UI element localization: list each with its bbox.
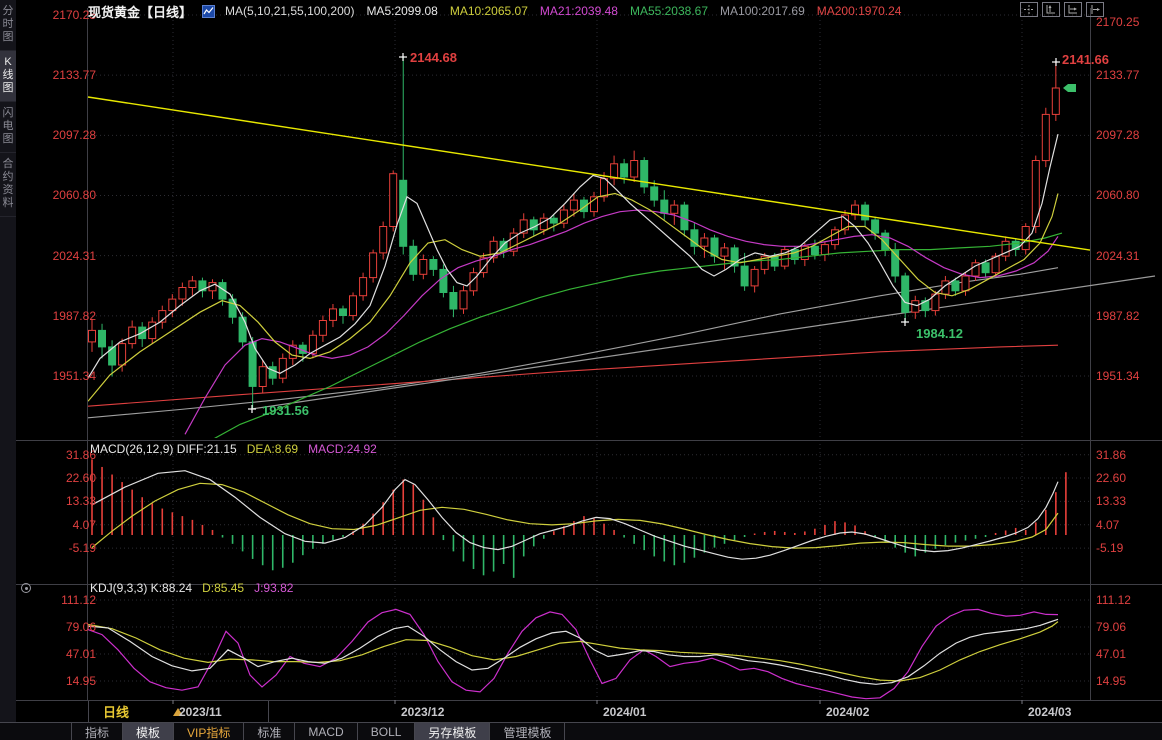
- price-axis-label-left: 2133.77: [52, 68, 96, 83]
- month-label: 2024/03: [1028, 705, 1072, 719]
- price-markers: [248, 53, 1076, 413]
- month-label: 2023/12: [401, 705, 445, 719]
- slow-ma-lines: [88, 267, 1059, 419]
- sidebar-item-合约资料[interactable]: 合约资料: [0, 153, 16, 217]
- gridlines: [88, 8, 1090, 700]
- current-price-marker: [1063, 83, 1076, 92]
- extreme-price-annotation: 2144.68: [410, 50, 457, 65]
- tab-指标[interactable]: 指标: [72, 723, 124, 740]
- macd-header-segment: DEA:8.69: [246, 442, 299, 456]
- period-selector[interactable]: 日线: [88, 701, 269, 722]
- extreme-price-annotation: 2141.66: [1062, 52, 1109, 67]
- kdj-header-segment: J:93.82: [254, 581, 294, 595]
- kdj-indicator-header[interactable]: KDJ(9,3,3) K:88.24 D:85.45 J:93.82: [90, 581, 303, 595]
- macd-axis-label-left: 4.07: [72, 517, 96, 532]
- ma-legend-item: MA200:1970.24: [816, 4, 902, 18]
- kdj-axis-label-right: 111.12: [1096, 592, 1131, 607]
- tab-BOLL[interactable]: BOLL: [358, 723, 416, 740]
- ma-legend-item: MA10:2065.07: [449, 4, 528, 18]
- kdj-axis-label-right: 79.06: [1096, 619, 1127, 634]
- tab-管理模板[interactable]: 管理模板: [490, 723, 566, 740]
- kdj-axis-label-left: 111.12: [61, 592, 96, 607]
- price-axis-label-left: 1987.82: [52, 308, 96, 323]
- price-axis-label-right: 2024.31: [1096, 248, 1140, 263]
- macd-axis-label-right: 4.07: [1096, 517, 1120, 532]
- tab-模板[interactable]: 模板: [123, 723, 175, 740]
- kdj-axis-label-left: 14.95: [65, 674, 96, 688]
- tab-VIP指标[interactable]: VIP指标: [174, 723, 245, 740]
- price-axis-label-right: 1951.34: [1096, 368, 1140, 383]
- macd-panel: [91, 459, 1067, 578]
- macd-axis-label-right: 13.33: [1096, 494, 1127, 509]
- fast-ma-lines: [88, 133, 1063, 438]
- price-axis-label-right: 2060.80: [1096, 188, 1140, 203]
- ma-legend-item: MA(5,10,21,55,100,200): [225, 4, 355, 18]
- instrument-title: 现货黄金【日线】: [88, 4, 193, 20]
- price-axis-label-right: 2170.25: [1096, 15, 1140, 29]
- sidebar-item-分时图[interactable]: 分时图: [0, 0, 16, 51]
- kdj-axis-label-left: 79.06: [65, 619, 96, 634]
- sidebar-item-K线图[interactable]: K线图: [0, 51, 16, 102]
- price-axis-label-left: 2060.80: [52, 188, 96, 203]
- price-axis-label-left: 2024.31: [52, 248, 96, 263]
- left-sidebar: 分时图 K线图 闪电图 合约资料: [0, 0, 16, 740]
- kdj-axis-label-right: 14.95: [1096, 674, 1127, 688]
- kdj-axis-label-left: 47.01: [65, 646, 96, 661]
- price-axis-label-right: 1987.82: [1096, 308, 1140, 323]
- kdj-panel: [87, 608, 1059, 700]
- macd-axis-label-right: 22.60: [1096, 471, 1127, 486]
- ma-legend-item: MA55:2038.67: [629, 4, 709, 18]
- bottom-tab-bar: 指标 模板 VIP指标 标准 MACD BOLL 另存模板 管理模板: [0, 722, 1162, 740]
- triangle-up-icon: [173, 707, 184, 716]
- macd-axis-label-left: 31.86: [65, 447, 96, 462]
- chart-toolbar: [1020, 2, 1104, 17]
- tab-另存模板[interactable]: 另存模板: [415, 723, 491, 740]
- macd-axis-label-right: -5.19: [1096, 541, 1124, 556]
- price-axis-label-left: 2170.25: [52, 8, 96, 22]
- macd-axis-label-right: 31.86: [1096, 447, 1127, 462]
- month-label: 2024/02: [826, 705, 870, 719]
- resistance-trendline: [87, 96, 1091, 251]
- macd-axis-label-left: -5.19: [68, 541, 96, 556]
- ma-legend-item: MA5:2099.08: [366, 4, 438, 18]
- price-axis-label-right: 2133.77: [1096, 68, 1140, 83]
- kdj-header-segment: D:85.45: [202, 581, 245, 595]
- price-axis-label-left: 1951.34: [52, 368, 96, 383]
- kline-chart-icon[interactable]: [202, 4, 216, 18]
- tab-MACD[interactable]: MACD: [295, 723, 358, 740]
- period-label: 日线: [103, 705, 130, 720]
- price-axis-label-right: 2097.28: [1096, 128, 1140, 143]
- macd-axis-label-left: 22.60: [65, 471, 96, 486]
- tabbar-spacer: [0, 723, 72, 740]
- sidebar-item-闪电图[interactable]: 闪电图: [0, 102, 16, 153]
- extreme-price-annotation: 1984.12: [916, 326, 963, 341]
- tab-标准[interactable]: 标准: [244, 723, 296, 740]
- month-label: 2024/01: [603, 705, 647, 719]
- extreme-price-annotation: 1931.56: [262, 403, 309, 418]
- crosshair-icon[interactable]: [1020, 2, 1038, 17]
- kdj-header-segment: KDJ(9,3,3) K:88.24: [90, 581, 193, 595]
- macd-header-segment: MACD(26,12,9) DIFF:21.15: [90, 442, 237, 456]
- kdj-panel-icon[interactable]: [21, 583, 31, 593]
- x-axis-scale-icon[interactable]: [1064, 2, 1082, 17]
- support-trendline: [251, 275, 1156, 410]
- month-label: 2023/11: [179, 705, 222, 719]
- shift-right-icon[interactable]: [1086, 2, 1104, 17]
- macd-indicator-header[interactable]: MACD(26,12,9) DIFF:21.15 DEA:8.69 MACD:24.…: [90, 442, 387, 456]
- candles: [88, 57, 1060, 409]
- top-legend-bar: 现货黄金【日线】 MA(5,10,21,55,100,200) MA5:2099.…: [88, 2, 913, 20]
- price-axis-label-left: 2097.28: [52, 128, 96, 143]
- panel-separators: [0, 8, 1162, 701]
- macd-axis-label-left: 13.33: [65, 494, 96, 509]
- kdj-axis-label-right: 47.01: [1096, 646, 1127, 661]
- month-ticks: [172, 700, 1023, 704]
- xaxis-bar: 日线 2023/11 2023/12 2024/01 2024/02 2024/03: [0, 701, 1162, 722]
- ma-legend: MA(5,10,21,55,100,200) MA5:2099.08 MA10:20…: [225, 2, 913, 20]
- macd-header-segment: MACD:24.92: [308, 442, 377, 456]
- ma-legend-item: MA100:2017.69: [720, 4, 805, 18]
- y-axis-scale-icon[interactable]: [1042, 2, 1060, 17]
- ma-legend-item: MA21:2039.48: [539, 4, 618, 18]
